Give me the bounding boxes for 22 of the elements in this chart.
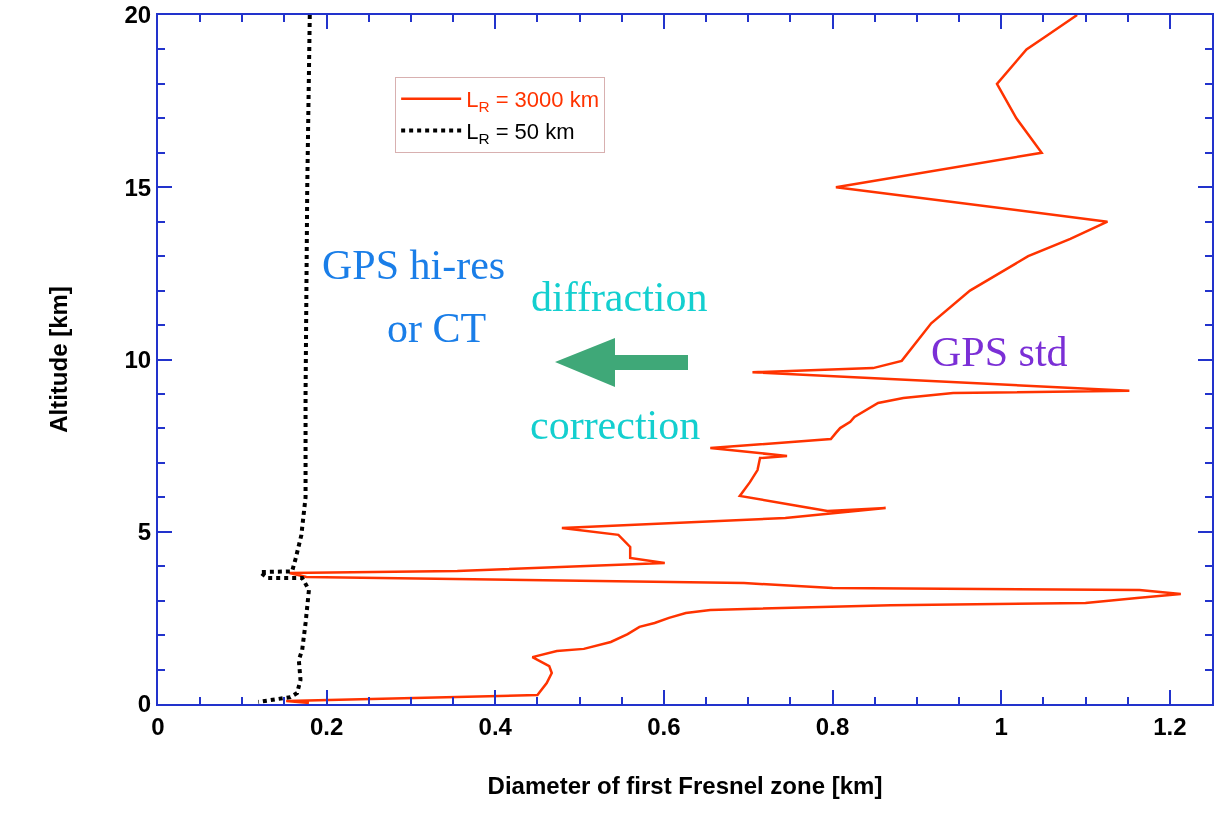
annotation: GPS hi-res [322,242,506,288]
line-series [256,15,312,704]
y-tick-label: 15 [124,173,152,201]
y-tick-label: 0 [137,690,152,718]
x-tick-label: 0.6 [647,712,681,740]
annotation: or CT [387,305,487,351]
annotation: GPS std [931,329,1068,375]
annotation: correction [530,402,701,448]
x-tick-label: 0.4 [478,712,513,740]
y-tick-label: 5 [137,518,152,546]
annotation: diffraction [531,274,708,320]
y-tick-label: 20 [124,1,152,29]
x-tick-label: 1 [994,712,1008,740]
x-axis-title: Diameter of first Fresnel zone [km] [487,771,883,799]
x-tick-label: 1.2 [1153,712,1187,740]
x-tick-label: 0.8 [815,712,850,740]
legend-label: L$_{R}$ = 3000 km [466,87,599,116]
line-series [284,15,1183,704]
x-tick-label: 0.2 [309,712,344,740]
y-axis-title: Altitude [km] [45,286,73,433]
y-tick-label: 10 [124,345,152,373]
legend-label: L$_{R}$ = 50 km [466,118,575,147]
